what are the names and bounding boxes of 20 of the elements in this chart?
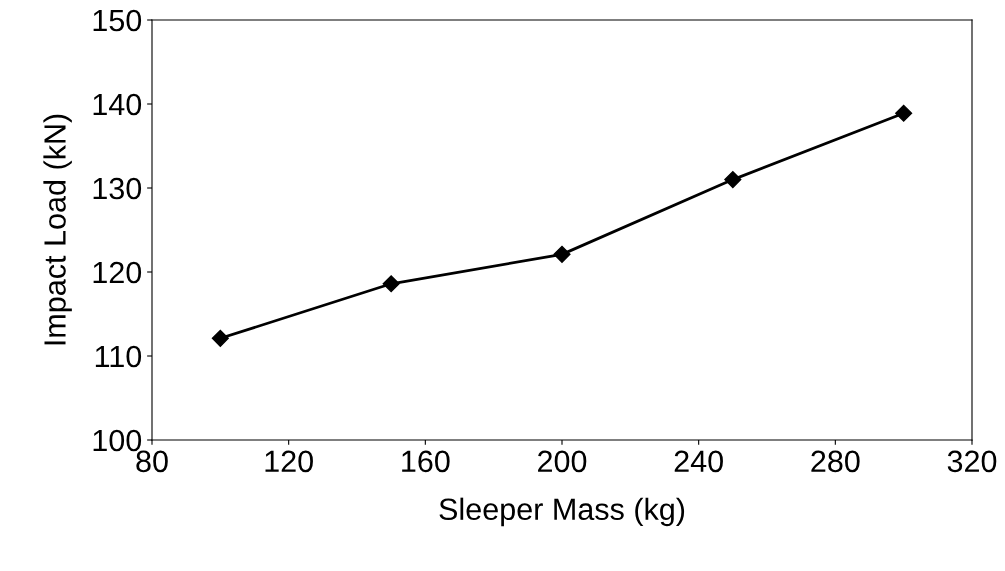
- x-tick-label: 320: [947, 450, 997, 473]
- x-tick-label: 80: [136, 450, 168, 473]
- x-tick-label: 200: [538, 450, 587, 473]
- y-tick-label: 100: [93, 429, 142, 452]
- point: [553, 245, 571, 263]
- y-tick-label: 130: [93, 177, 142, 200]
- x-tick-label: 120: [265, 450, 313, 473]
- y-tick-label: 110: [95, 345, 142, 368]
- y-tick-label: 140: [93, 93, 142, 116]
- x-tick-label: 160: [402, 450, 450, 473]
- x-tick-label: 240: [674, 450, 723, 473]
- point: [724, 171, 742, 189]
- point: [211, 329, 229, 347]
- y-tick-label: 120: [93, 261, 142, 284]
- point: [382, 275, 400, 293]
- x-axis-title: Sleeper Mass (kg): [439, 497, 685, 527]
- y-tick-label: 150: [93, 9, 142, 32]
- x-tick-label: 280: [811, 450, 860, 473]
- point: [895, 104, 913, 122]
- y-axis-title: Impact Load (kN): [43, 114, 72, 345]
